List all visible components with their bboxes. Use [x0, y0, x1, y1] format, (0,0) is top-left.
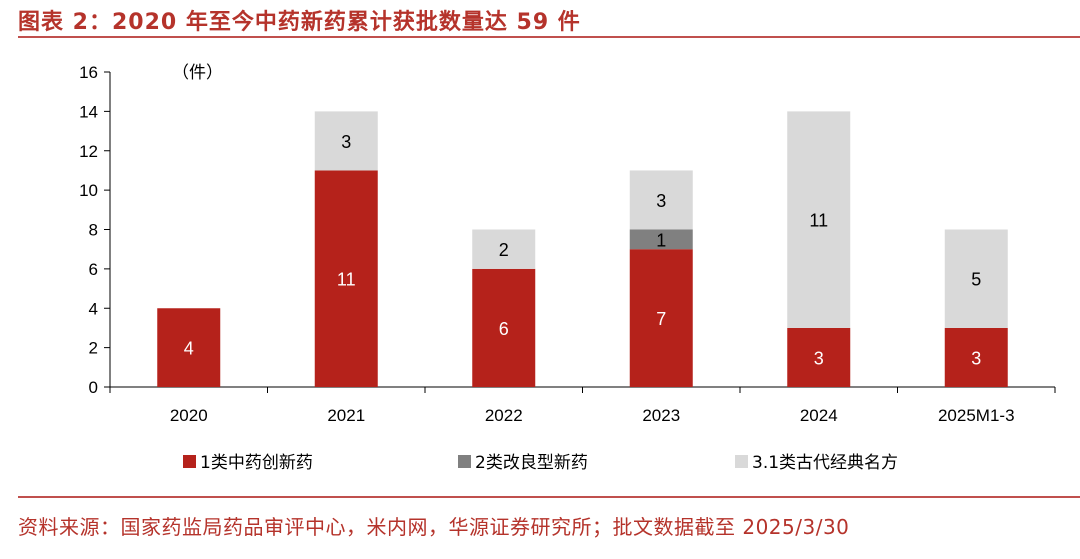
- y-tick-label: 16: [79, 63, 98, 82]
- bar-series: 4 11 3 6 2 7 1 3 3 11 3 5: [157, 111, 1008, 387]
- bar-segment: [629, 249, 693, 387]
- chart-legend: 1类中药创新药 2类改良型新药 3.1类古代经典名方: [183, 453, 898, 473]
- chart-title: 图表 2：2020 年至今中药新药累计获批数量达 59 件: [18, 10, 581, 35]
- data-label: 1: [656, 230, 666, 250]
- bar-segment: [944, 229, 1008, 328]
- data-label: 3: [971, 348, 981, 368]
- data-label: 11: [809, 211, 828, 231]
- data-label: 5: [971, 270, 981, 290]
- y-tick-label: 12: [79, 142, 98, 161]
- x-tick-label: 2024: [800, 406, 838, 425]
- bar-segment: [314, 111, 378, 171]
- bar-segment: [472, 229, 536, 269]
- data-label: 3: [656, 191, 666, 211]
- data-label: 3: [814, 348, 824, 368]
- bar-segment: [944, 327, 1008, 387]
- legend-label: 1类中药创新药: [200, 453, 313, 473]
- data-label: 4: [184, 339, 194, 359]
- x-tick-label: 2021: [327, 406, 365, 425]
- source-note: 资料来源：国家药监局药品审评中心，米内网，华源证券研究所；批文数据截至 2025…: [18, 515, 850, 539]
- y-tick-label: 6: [89, 260, 98, 279]
- data-label: 6: [499, 319, 509, 339]
- bar-segment: [787, 111, 851, 328]
- legend-swatch: [735, 455, 748, 468]
- y-tick-label: 8: [89, 221, 98, 240]
- legend-label: 3.1类古代经典名方: [752, 453, 898, 473]
- bar-segment: [787, 327, 851, 387]
- footer-divider: [18, 496, 1080, 498]
- y-tick-label: 2: [89, 339, 98, 358]
- x-tick-label: 2022: [485, 406, 523, 425]
- bar-segment: [314, 170, 378, 387]
- bar-segment: [472, 268, 536, 387]
- y-tick-label: 14: [79, 102, 98, 121]
- bar-segment: [629, 229, 693, 250]
- legend-swatch: [458, 455, 471, 468]
- y-tick-label: 4: [89, 299, 98, 318]
- x-tick-label: 2023: [642, 406, 680, 425]
- y-axis: 0 2 4 6 8 10 12 14 16: [79, 63, 111, 397]
- bar-segment: [157, 308, 221, 387]
- data-label: 2: [499, 240, 509, 260]
- legend-label: 2类改良型新药: [475, 453, 588, 473]
- y-tick-label: 0: [89, 378, 98, 397]
- data-label: 11: [337, 270, 356, 290]
- title-divider: [18, 36, 1080, 38]
- data-label: 3: [341, 132, 351, 152]
- x-tick-label: 2025M1-3: [938, 406, 1015, 425]
- data-label: 7: [656, 309, 666, 329]
- y-tick-label: 10: [79, 181, 98, 200]
- x-tick-label: 2020: [170, 406, 208, 425]
- bar-segment: [629, 170, 693, 230]
- x-axis: 2020 2021 2022 2023 2024 2025M1-3: [109, 386, 1056, 425]
- y-unit-label: （件）: [172, 63, 223, 83]
- legend-swatch: [183, 455, 196, 468]
